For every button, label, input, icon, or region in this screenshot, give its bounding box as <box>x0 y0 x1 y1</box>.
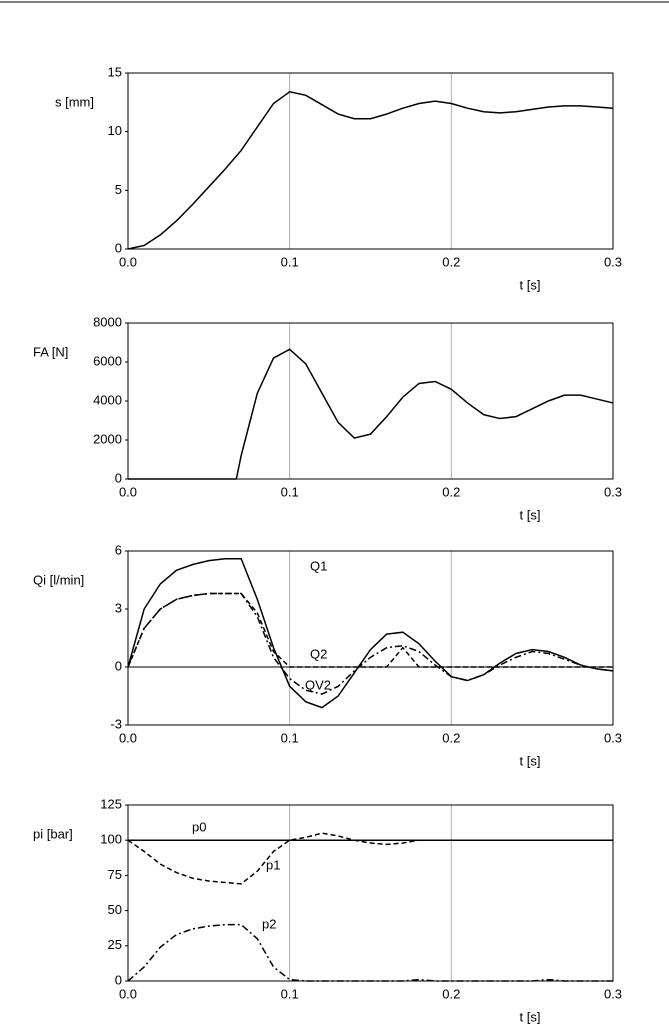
series-line <box>127 923 613 982</box>
y-tick-label: 50 <box>108 902 122 917</box>
x-tick-label: 0.1 <box>281 730 299 745</box>
y-tick-label: 0 <box>115 240 122 255</box>
x-tick-label: 0.1 <box>281 254 299 269</box>
y-tick-label: 6 <box>115 542 122 557</box>
x-axis-label: t [s] <box>520 1009 541 1024</box>
series-label: p0 <box>192 819 206 834</box>
plot-frame <box>127 72 614 250</box>
series-label: QV2 <box>305 677 331 692</box>
series-line <box>127 90 614 250</box>
series-label: p2 <box>262 916 276 931</box>
y-axis-label: Qi [l/min] <box>33 572 84 587</box>
y-axis-label: s [mm] <box>55 94 94 109</box>
x-tick-label: 0.1 <box>281 484 299 499</box>
y-tick-label: 8000 <box>93 314 122 329</box>
y-tick-label: 4000 <box>93 392 122 407</box>
y-tick-label: 10 <box>108 123 122 138</box>
x-tick-label: 0.0 <box>119 484 137 499</box>
series-line <box>127 592 614 695</box>
x-tick-label: 0.2 <box>442 254 460 269</box>
x-tick-label: 0.1 <box>281 986 299 1001</box>
plot-frame <box>127 550 614 726</box>
y-tick-label: 2000 <box>93 431 122 446</box>
series-label: Q1 <box>310 558 327 573</box>
series-line <box>127 592 613 668</box>
series-line <box>127 832 613 885</box>
y-tick-label: 5 <box>115 182 122 197</box>
x-tick-label: 0.2 <box>442 484 460 499</box>
x-axis-label: t [s] <box>520 753 541 768</box>
y-axis-label: pi [bar] <box>33 826 73 841</box>
y-tick-label: 15 <box>108 64 122 79</box>
x-tick-label: 0.0 <box>119 254 137 269</box>
x-tick-label: 0.0 <box>119 730 137 745</box>
y-tick-label: 75 <box>108 867 122 882</box>
plot-frame <box>127 804 614 982</box>
x-tick-label: 0.2 <box>442 986 460 1001</box>
y-tick-label: 0 <box>115 470 122 485</box>
series-label: Q2 <box>310 646 327 661</box>
x-tick-label: 0.0 <box>119 986 137 1001</box>
x-tick-label: 0.3 <box>604 484 622 499</box>
x-axis-label: t [s] <box>520 507 541 522</box>
plot-frame <box>127 322 614 480</box>
y-axis-label: FA [N] <box>33 344 68 359</box>
y-tick-label: 125 <box>100 796 122 811</box>
series-line <box>128 348 614 480</box>
x-tick-label: 0.3 <box>604 254 622 269</box>
x-axis-label: t [s] <box>520 277 541 292</box>
y-tick-label: 3 <box>115 600 122 615</box>
y-tick-label: -3 <box>110 716 122 731</box>
y-tick-label: 25 <box>108 937 122 952</box>
y-tick-label: 6000 <box>93 353 122 368</box>
x-tick-label: 0.3 <box>604 730 622 745</box>
y-tick-label: 100 <box>100 832 122 847</box>
y-tick-label: 0 <box>115 658 122 673</box>
series-line <box>127 557 614 709</box>
x-tick-label: 0.3 <box>604 986 622 1001</box>
series-label: p1 <box>266 857 280 872</box>
y-tick-label: 0 <box>115 972 122 987</box>
x-tick-label: 0.2 <box>442 730 460 745</box>
